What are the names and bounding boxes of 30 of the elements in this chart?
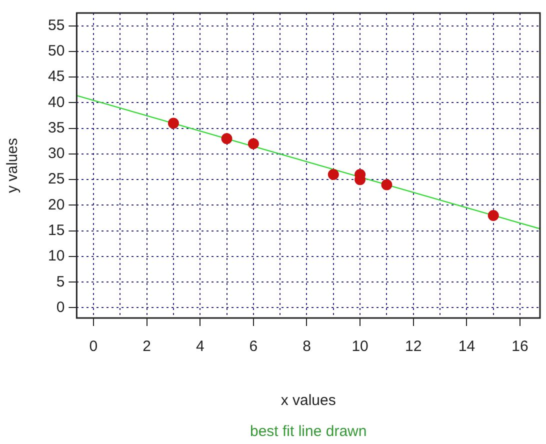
y-tick-label: 45 <box>48 68 65 86</box>
y-tick-label: 30 <box>48 145 65 162</box>
point <box>381 179 392 190</box>
x-tick-label: 16 <box>512 338 528 356</box>
x-tick-label: 8 <box>302 338 311 356</box>
x-tick-label: 0 <box>89 338 98 356</box>
y-tick-label: 10 <box>48 248 65 265</box>
point <box>221 133 232 144</box>
y-axis-title: y values <box>4 138 22 194</box>
y-tick-label: 35 <box>48 119 65 136</box>
x-tick-label: 14 <box>458 338 476 356</box>
point <box>248 138 259 150</box>
point <box>488 210 499 221</box>
y-tick-label: 25 <box>48 170 65 188</box>
x-tick-label: 12 <box>405 338 422 356</box>
y-tick-label: 0 <box>56 298 65 316</box>
x-axis-title: x values <box>280 392 336 410</box>
point <box>328 168 339 180</box>
y-tick-label: 50 <box>48 42 65 60</box>
x-tick-label: 10 <box>352 338 368 356</box>
y-tick-label: 40 <box>48 94 65 111</box>
y-tick-label: 20 <box>48 196 65 214</box>
text: best fit line drawn <box>250 423 367 440</box>
point <box>168 118 179 129</box>
y-tick-label: 55 <box>48 16 65 34</box>
x-tick-label: 4 <box>196 338 204 356</box>
x-tick-label: 6 <box>249 338 258 356</box>
y-tick-label: 15 <box>48 222 65 239</box>
y-tick-label: 5 <box>56 273 65 290</box>
x-tick-label: 2 <box>142 338 151 356</box>
